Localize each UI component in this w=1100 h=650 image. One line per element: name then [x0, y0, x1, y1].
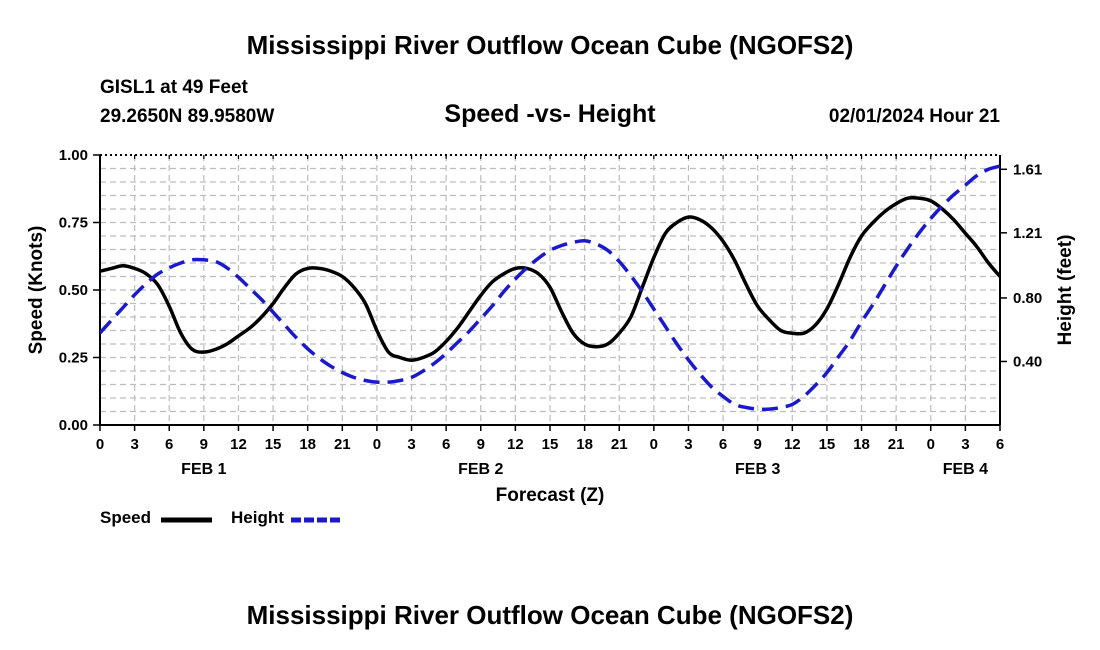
x-tick-label: 6	[165, 436, 173, 453]
x-tick-label: 6	[719, 436, 727, 453]
station-coords: 29.2650N 89.9580W	[100, 106, 275, 127]
x-tick-label: 21	[888, 436, 905, 453]
x-tick-label: 21	[611, 436, 628, 453]
chart-subtitle: Speed -vs- Height	[444, 100, 656, 128]
x-tick-label: 18	[576, 436, 593, 453]
x-tick-label: 15	[542, 436, 559, 453]
x-date-label: FEB 4	[943, 461, 988, 478]
chart-title: Mississippi River Outflow Ocean Cube (NG…	[246, 30, 854, 60]
x-date-label: FEB 2	[458, 461, 503, 478]
x-tick-label: 18	[299, 436, 316, 453]
y-axis-title: Speed (Knots)	[26, 226, 47, 355]
x-tick-label: 0	[373, 436, 381, 453]
x-tick-label: 12	[230, 436, 247, 453]
x-tick-label: 6	[996, 436, 1004, 453]
x-date-label: FEB 3	[735, 461, 780, 478]
y-tick-label: 0.50	[59, 282, 88, 299]
x-tick-label: 9	[200, 436, 208, 453]
y-tick-label: 0.75	[59, 215, 88, 232]
x-tick-label: 21	[334, 436, 351, 453]
y2-tick-label: 0.40	[1013, 353, 1042, 370]
forecast-datetime: 02/01/2024 Hour 21	[828, 106, 1000, 127]
x-tick-label: 0	[650, 436, 658, 453]
x-tick-label: 3	[684, 436, 692, 453]
x-tick-label: 3	[407, 436, 415, 453]
y-tick-label: 0.25	[59, 350, 88, 367]
y-tick-label: 0.00	[59, 417, 88, 434]
legend-speed-label: Speed	[100, 508, 152, 527]
y2-tick-label: 1.21	[1013, 225, 1042, 242]
x-tick-label: 3	[130, 436, 138, 453]
x-tick-label: 12	[784, 436, 801, 453]
station-name: GISL1 at 49 Feet	[100, 77, 248, 98]
x-axis-title: Forecast (Z)	[496, 485, 605, 506]
y2-tick-label: 0.80	[1013, 290, 1042, 307]
x-tick-label: 0	[96, 436, 104, 453]
y2-tick-label: 1.61	[1013, 161, 1042, 178]
speed-series-line	[100, 195, 1000, 362]
x-tick-label: 12	[507, 436, 524, 453]
x-tick-label: 0	[927, 436, 935, 453]
x-tick-label: 15	[819, 436, 836, 453]
x-tick-label: 9	[754, 436, 762, 453]
y2-axis-title: Height (feet)	[1055, 235, 1076, 346]
x-tick-label: 18	[853, 436, 870, 453]
x-tick-label: 6	[442, 436, 450, 453]
x-tick-label: 9	[477, 436, 485, 453]
footer-title: Mississippi River Outflow Ocean Cube (NG…	[246, 600, 854, 630]
x-tick-label: 3	[961, 436, 969, 453]
legend-height-label: Height	[231, 508, 284, 527]
x-date-label: FEB 1	[181, 461, 226, 478]
x-tick-label: 15	[265, 436, 282, 453]
y-tick-label: 1.00	[59, 147, 88, 164]
